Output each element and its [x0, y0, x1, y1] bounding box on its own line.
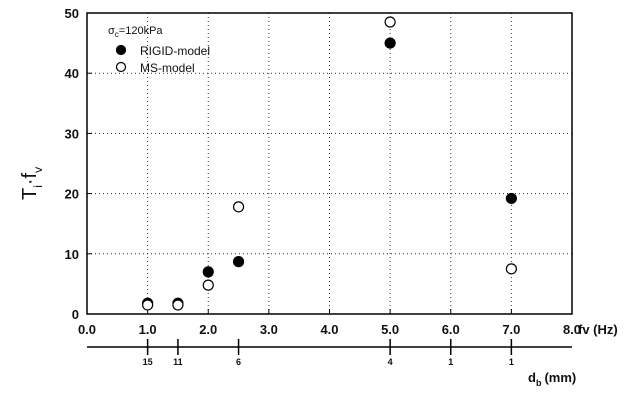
y-tick-label: 40	[65, 66, 79, 81]
y-tick-label: 10	[65, 247, 79, 262]
legend-marker	[115, 61, 127, 73]
point	[202, 266, 214, 278]
point	[202, 279, 214, 291]
y-tick-label: 50	[65, 6, 79, 21]
y-label-mid: ·f	[19, 172, 41, 185]
point	[232, 201, 245, 213]
x-tick-label: 1.0	[139, 322, 157, 337]
x2-tick-label: 11	[173, 357, 183, 367]
x2-label-sub: b	[536, 378, 542, 388]
y-label-sub: i	[31, 185, 45, 188]
x-axis-label: fv (Hz)	[578, 322, 618, 337]
x2-label-main: d	[528, 370, 536, 385]
point	[505, 263, 517, 275]
point	[505, 192, 517, 205]
legend-label: RIGID-model	[140, 44, 210, 58]
x2-tick-label: 1	[509, 357, 514, 367]
x2-tick-label: 1	[448, 357, 453, 367]
y-axis-label: Ti·fv	[19, 167, 45, 200]
x2-tick-label: 4	[388, 357, 393, 367]
x2-label-rest: (mm)	[544, 370, 576, 385]
x-tick-label: 0.0	[78, 322, 96, 337]
x2-tick-label: 6	[236, 357, 241, 367]
annotation-rest: =120kPa	[119, 25, 164, 37]
legend-marker	[115, 44, 127, 56]
y-tick-label: 0	[72, 307, 79, 322]
x-tick-label: 2.0	[199, 322, 217, 337]
x-tick-label: 5.0	[381, 322, 399, 337]
x-tick-label: 4.0	[320, 322, 338, 337]
x2-tick-label: 15	[143, 357, 153, 367]
y-tick-label: 30	[65, 126, 79, 141]
x-tick-label: 3.0	[260, 322, 278, 337]
annotation-symbol: σ	[108, 25, 115, 37]
legend-label: MS-model	[140, 61, 195, 75]
point	[232, 256, 245, 268]
y-label-main: T	[19, 188, 41, 200]
point	[172, 299, 184, 311]
plot-frame	[86, 12, 573, 315]
point	[384, 16, 396, 28]
point	[142, 299, 154, 311]
x-tick-label: 6.0	[442, 322, 460, 337]
point	[384, 37, 396, 49]
x-tick-label: 8.0	[563, 322, 581, 337]
x2-axis-label: db (mm)	[528, 370, 576, 388]
y-tick-label: 20	[65, 187, 79, 202]
x-tick-label: 7.0	[502, 322, 520, 337]
annotation: σc=120kPa	[108, 25, 163, 39]
annotation-sub: c	[115, 30, 119, 39]
y-label-sub2: v	[31, 167, 45, 173]
